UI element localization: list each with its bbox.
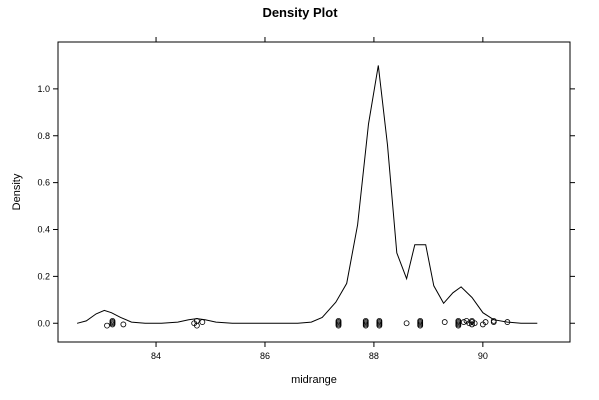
data-point <box>482 319 489 325</box>
data-point <box>471 320 478 327</box>
data-point <box>193 318 200 324</box>
data-point <box>109 318 116 324</box>
data-point <box>460 319 467 325</box>
y-tick-label: 0.6 <box>37 178 50 188</box>
x-tick-label: 90 <box>478 351 488 361</box>
data-point <box>335 321 342 328</box>
y-axis: 0.0 0.2 0.4 0.6 0.8 1.0 <box>37 84 575 328</box>
density-line <box>76 65 538 324</box>
y-tick-label: 0.0 <box>37 318 50 328</box>
data-point <box>417 321 424 328</box>
data-point <box>403 320 410 327</box>
y-tick-label: 0.4 <box>37 225 50 235</box>
data-point <box>362 321 369 328</box>
x-tick-label: 84 <box>151 351 161 361</box>
x-axis: 84 86 88 90 <box>151 37 488 361</box>
data-point <box>104 322 110 329</box>
y-tick-label: 1.0 <box>37 84 50 94</box>
data-point <box>504 319 511 325</box>
chart-title: Density Plot <box>262 5 338 20</box>
x-tick-label: 88 <box>369 351 379 361</box>
data-point <box>469 321 475 328</box>
data-point <box>109 321 116 328</box>
data-point <box>455 321 462 328</box>
data-point <box>120 321 127 328</box>
plot-frame <box>57 41 571 343</box>
data-point <box>376 321 383 328</box>
data-point <box>199 319 206 325</box>
data-point <box>376 319 383 325</box>
data-point <box>490 319 497 325</box>
y-axis-label: Density <box>11 173 23 210</box>
data-points <box>104 318 511 329</box>
data-point <box>417 319 424 325</box>
data-point <box>441 319 448 325</box>
y-tick-label: 0.8 <box>37 131 50 141</box>
x-axis-label: midrange <box>291 374 337 386</box>
data-point <box>362 319 369 325</box>
y-tick-label: 0.2 <box>37 271 50 281</box>
data-point <box>455 319 462 325</box>
x-tick-label: 86 <box>260 351 270 361</box>
data-point <box>335 319 342 325</box>
